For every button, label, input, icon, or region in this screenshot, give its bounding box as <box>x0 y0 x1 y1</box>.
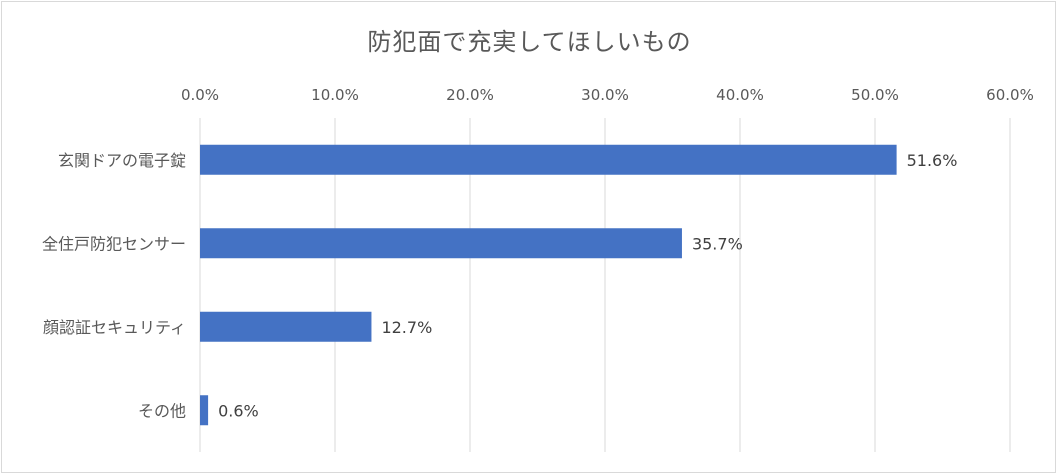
category-label: 顔認証セキュリティ <box>43 318 186 337</box>
x-tick-label: 30.0% <box>581 86 629 104</box>
category-label: 玄関ドアの電子錠 <box>58 151 186 170</box>
chart-title: 防犯面で充実してほしいもの <box>367 28 692 56</box>
category-label: その他 <box>138 401 186 420</box>
x-tick-label: 50.0% <box>851 86 899 104</box>
x-tick-label: 0.0% <box>181 86 219 104</box>
bar <box>200 311 372 342</box>
bar <box>200 144 897 175</box>
x-tick-label: 10.0% <box>311 86 359 104</box>
bar <box>200 228 682 259</box>
data-label: 35.7% <box>692 234 743 253</box>
bar <box>200 395 209 426</box>
category-label: 全住戸防犯センサー <box>42 234 186 253</box>
data-label: 0.6% <box>218 401 259 420</box>
data-label: 12.7% <box>381 318 432 337</box>
x-tick-label: 20.0% <box>446 86 494 104</box>
data-label: 51.6% <box>907 151 958 170</box>
x-tick-label: 60.0% <box>986 86 1034 104</box>
x-tick-label: 40.0% <box>716 86 764 104</box>
